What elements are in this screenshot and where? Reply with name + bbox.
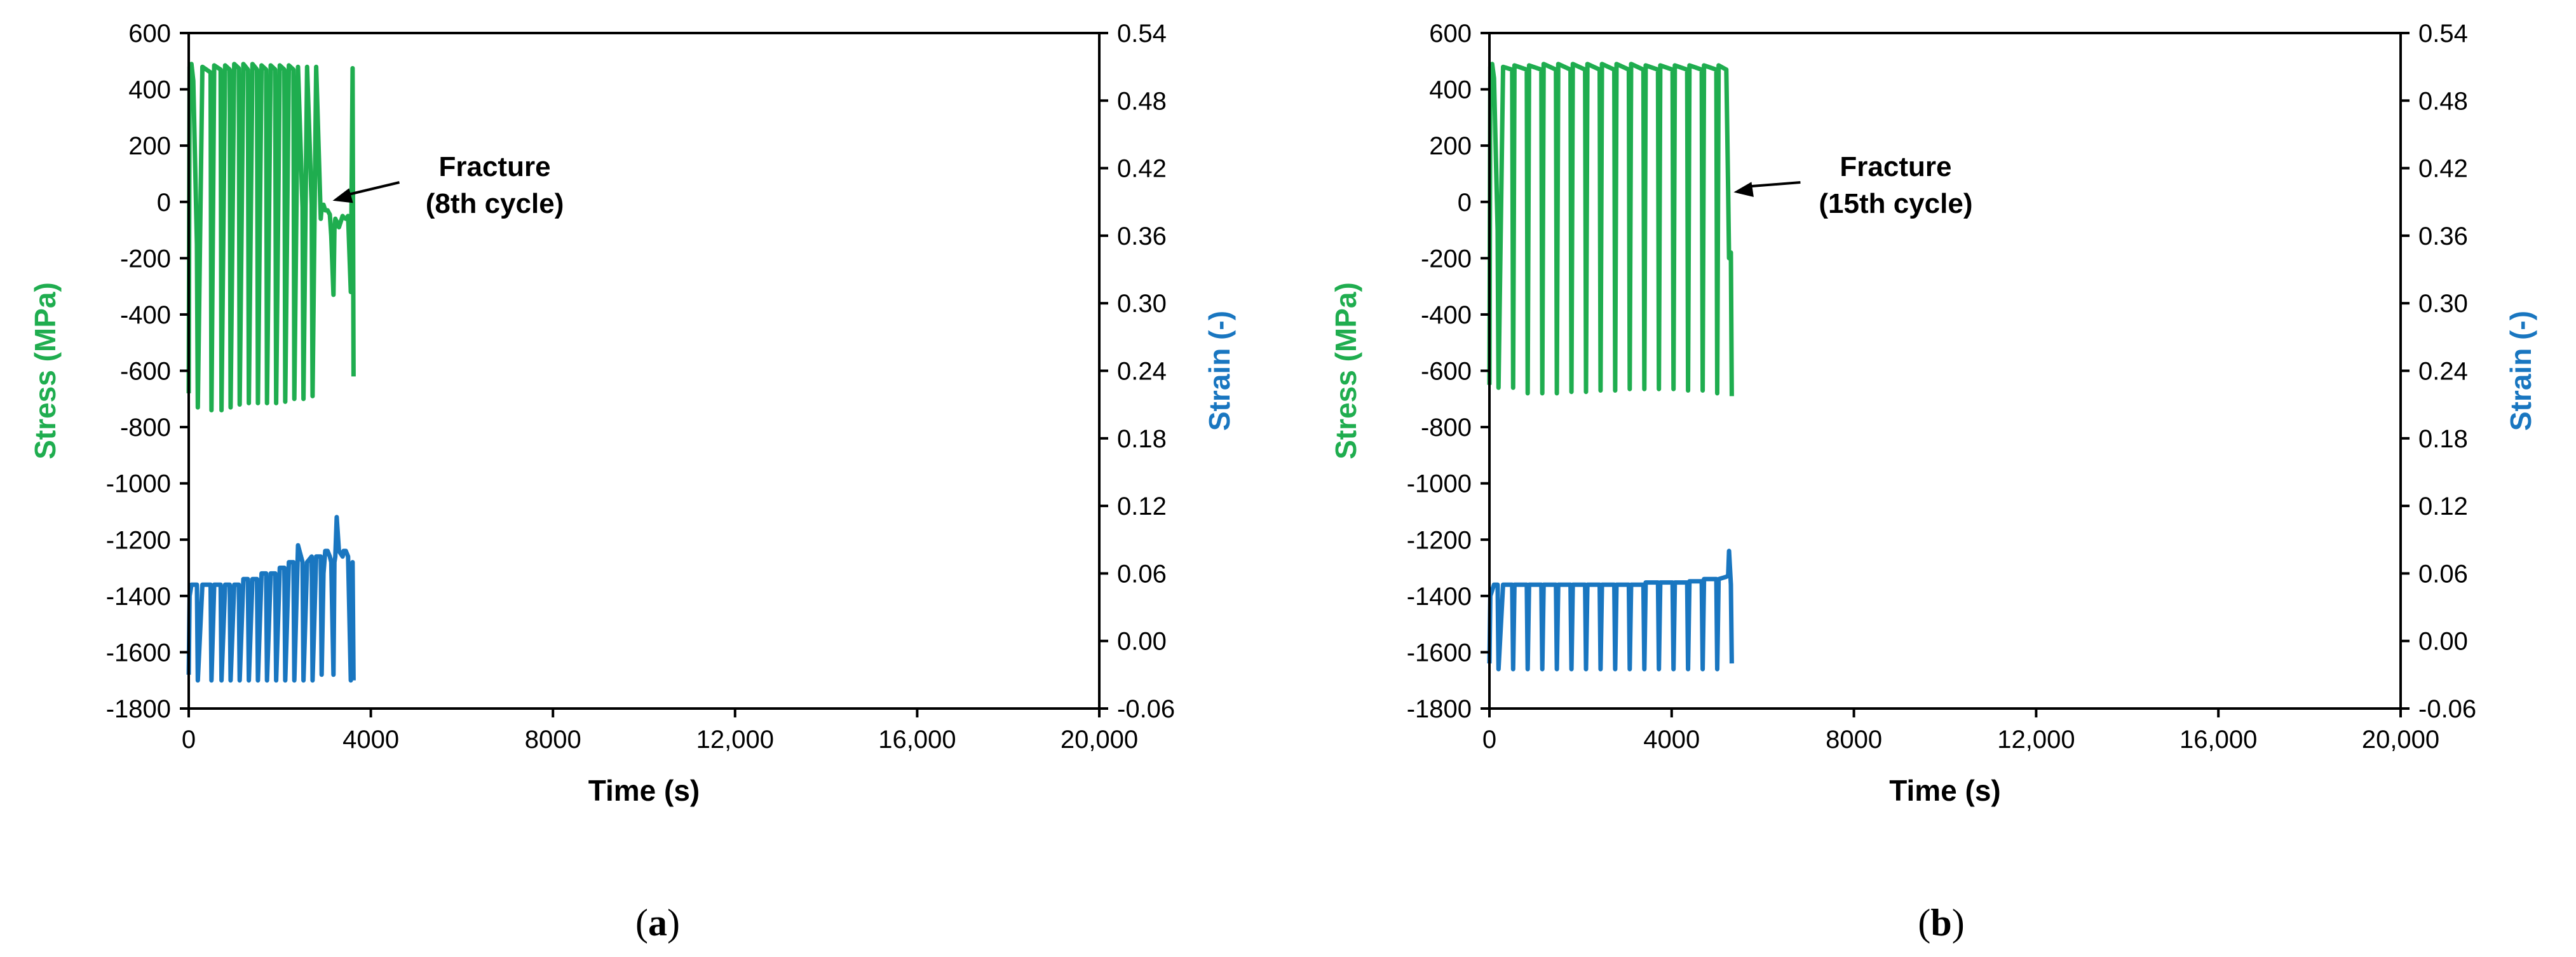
y-right-tick-label: 0.24 xyxy=(2418,358,2468,386)
y-right-tick-label: 0.48 xyxy=(1117,87,1167,115)
y-right-tick-label: 0.54 xyxy=(1117,20,1167,48)
y-right-tick-label: 0.42 xyxy=(2418,155,2468,183)
panel-label-letter: b xyxy=(1930,902,1951,944)
y-left-tick-label: -1600 xyxy=(1407,639,1472,667)
y-right-axis-title: Strain (-) xyxy=(1203,311,1236,431)
annotation-arrow-head xyxy=(1733,182,1754,197)
x-tick-label: 8000 xyxy=(525,726,581,754)
y-right-tick-label: 0.06 xyxy=(2418,560,2468,588)
y-right-tick-label: 0.06 xyxy=(1117,560,1167,588)
y-left-axis-title: Stress (MPa) xyxy=(1329,282,1362,459)
y-left-tick-label: -1000 xyxy=(1407,470,1472,498)
annotation-line-1: Fracture xyxy=(438,151,550,182)
y-left-tick-label: -600 xyxy=(120,358,171,386)
stress-series-line xyxy=(1487,62,1734,397)
y-left-tick-label: -400 xyxy=(1421,301,1472,329)
y-right-tick-label: 0.18 xyxy=(2418,425,2468,453)
plot-frame xyxy=(187,32,1101,710)
y-left-tick-label: -1600 xyxy=(106,639,171,667)
x-axis-title: Time (s) xyxy=(588,774,700,807)
x-tick-label: 16,000 xyxy=(2179,726,2257,754)
y-left-tick-label: 200 xyxy=(1429,132,1472,160)
annotation-line-1: Fracture xyxy=(1840,151,1951,182)
x-tick-label: 20,000 xyxy=(1061,726,1138,754)
y-right-tick-label: 0.54 xyxy=(2418,20,2468,48)
y-left-tick-label: -800 xyxy=(1421,414,1472,442)
y-left-tick-label: -200 xyxy=(120,245,171,273)
y-left-tick-label: 400 xyxy=(128,76,171,104)
annotation-arrow-line xyxy=(346,181,400,196)
y-right-tick-label: -0.06 xyxy=(1117,695,1175,723)
panel-label: (a) xyxy=(635,902,680,944)
stress-series-line xyxy=(186,62,356,412)
x-tick-label: 4000 xyxy=(1643,726,1700,754)
y-right-tick-label: 0.12 xyxy=(2418,492,2468,520)
annotation-line-2: (15th cycle) xyxy=(1819,188,1972,219)
x-tick-label: 0 xyxy=(182,726,196,754)
y-left-tick-label: -1800 xyxy=(1407,695,1472,723)
x-tick-label: 0 xyxy=(1482,726,1496,754)
x-tick-label: 12,000 xyxy=(1997,726,2075,754)
y-left-tick-label: -600 xyxy=(1421,358,1472,386)
y-left-tick-label: 400 xyxy=(1429,76,1472,104)
y-left-tick-label: -200 xyxy=(1421,245,1472,273)
y-right-tick-label: 0.00 xyxy=(1117,628,1167,656)
strain-series-line xyxy=(186,515,356,683)
y-left-tick-label: 600 xyxy=(1429,20,1472,48)
y-left-tick-label: -1200 xyxy=(1407,526,1472,554)
strain-series-line xyxy=(1487,548,1734,672)
x-tick-label: 8000 xyxy=(1826,726,1882,754)
y-right-tick-label: 0.48 xyxy=(2418,87,2468,115)
x-tick-label: 16,000 xyxy=(878,726,956,754)
y-left-tick-label: -800 xyxy=(120,414,171,442)
y-right-tick-label: 0.36 xyxy=(2418,222,2468,250)
annotation-line-2: (8th cycle) xyxy=(426,188,564,219)
y-left-tick-label: 0 xyxy=(1458,189,1472,217)
plot-frame xyxy=(1488,32,2402,710)
y-right-tick-label: 0.36 xyxy=(1117,222,1167,250)
panel-label-letter: a xyxy=(648,902,667,944)
annotation-arrow-line xyxy=(1747,181,1801,188)
annotation-arrow-head xyxy=(332,188,353,203)
y-right-tick-label: 0.42 xyxy=(1117,155,1167,183)
x-tick-label: 12,000 xyxy=(696,726,774,754)
y-left-tick-label: -1200 xyxy=(106,526,171,554)
panel-label: (b) xyxy=(1918,902,1964,944)
panel-label-open: ( xyxy=(635,902,648,944)
y-left-tick-label: 600 xyxy=(128,20,171,48)
y-right-tick-label: 0.18 xyxy=(1117,425,1167,453)
panel-label-close: ) xyxy=(1952,902,1965,944)
y-left-tick-label: 200 xyxy=(128,132,171,160)
y-left-tick-label: -1400 xyxy=(1407,583,1472,611)
y-right-tick-label: -0.06 xyxy=(2418,695,2476,723)
y-left-tick-label: -1800 xyxy=(106,695,171,723)
panel-label-open: ( xyxy=(1918,902,1930,944)
y-right-tick-label: 0.00 xyxy=(2418,628,2468,656)
y-right-tick-label: 0.30 xyxy=(1117,290,1167,318)
y-left-tick-label: -1400 xyxy=(106,583,171,611)
chart-panel-a: 0 4000 8000 12,000 16,000 20,000 600 400 200 0 -20… xyxy=(29,20,1236,944)
y-left-tick-label: -1000 xyxy=(106,470,171,498)
x-tick-label: 4000 xyxy=(342,726,399,754)
y-right-tick-label: 0.30 xyxy=(2418,290,2468,318)
y-left-tick-label: -400 xyxy=(120,301,171,329)
chart-panel-b: 0 4000 8000 12,000 16,000 20,000 600 400 200 0 -20… xyxy=(1329,20,2537,944)
y-right-tick-label: 0.12 xyxy=(1117,492,1167,520)
x-axis-title: Time (s) xyxy=(1889,774,2001,807)
y-right-axis-title: Strain (-) xyxy=(2504,311,2537,431)
y-left-axis-title: Stress (MPa) xyxy=(29,282,62,459)
y-left-tick-label: 0 xyxy=(157,189,171,217)
x-tick-label: 20,000 xyxy=(2362,726,2439,754)
y-right-tick-label: 0.24 xyxy=(1117,358,1167,386)
panel-label-close: ) xyxy=(667,902,680,944)
